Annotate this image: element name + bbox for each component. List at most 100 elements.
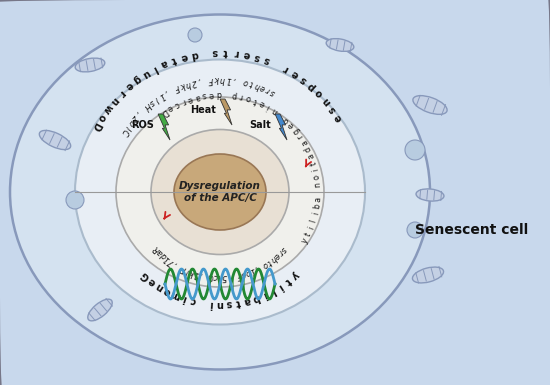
- Text: s: s: [269, 87, 277, 97]
- Text: e: e: [146, 275, 158, 287]
- Text: t: t: [309, 160, 318, 166]
- Text: a: a: [300, 138, 310, 147]
- Text: b: b: [244, 267, 252, 277]
- Text: n: n: [270, 105, 279, 116]
- Text: e: e: [242, 49, 251, 60]
- Text: F: F: [235, 270, 242, 280]
- Text: l: l: [151, 63, 159, 73]
- Text: n: n: [108, 94, 120, 106]
- Text: 1: 1: [226, 75, 232, 84]
- Text: t: t: [170, 54, 178, 65]
- Text: t: t: [235, 297, 241, 308]
- Text: i: i: [311, 168, 320, 172]
- Text: d: d: [217, 89, 222, 99]
- Text: k: k: [214, 74, 219, 84]
- Text: o: o: [261, 259, 270, 269]
- Text: ,: ,: [163, 88, 169, 97]
- Ellipse shape: [116, 97, 324, 287]
- Text: n: n: [217, 299, 223, 309]
- Text: i: i: [261, 290, 268, 300]
- Text: a: a: [313, 196, 322, 202]
- Text: r: r: [276, 248, 284, 257]
- Text: Dysregulation
of the APC/C: Dysregulation of the APC/C: [179, 181, 261, 203]
- Text: d: d: [158, 251, 168, 261]
- Text: ,: ,: [199, 270, 204, 280]
- Ellipse shape: [407, 222, 423, 238]
- Ellipse shape: [151, 129, 289, 254]
- Text: g: g: [131, 73, 143, 85]
- Text: i: i: [265, 102, 272, 111]
- Text: s: s: [252, 51, 261, 62]
- Polygon shape: [158, 114, 170, 140]
- Text: F: F: [208, 75, 213, 84]
- Text: o: o: [96, 112, 108, 123]
- Text: t: t: [249, 79, 254, 88]
- Text: k: k: [189, 267, 196, 277]
- Text: 2: 2: [129, 113, 140, 123]
- Ellipse shape: [416, 189, 444, 201]
- Text: Heat: Heat: [190, 105, 216, 115]
- Text: F: F: [173, 82, 181, 92]
- Text: G: G: [139, 269, 151, 281]
- Text: G: G: [207, 272, 214, 281]
- Text: l: l: [309, 218, 318, 223]
- Text: u: u: [140, 67, 151, 79]
- Text: p: p: [230, 90, 237, 100]
- Text: a: a: [155, 248, 165, 257]
- Text: a: a: [306, 152, 316, 160]
- Text: w: w: [101, 102, 114, 115]
- Text: n: n: [320, 95, 332, 107]
- Text: s: s: [262, 54, 271, 66]
- Text: r: r: [296, 132, 305, 140]
- Ellipse shape: [413, 95, 447, 114]
- Text: t: t: [304, 231, 313, 238]
- Text: r: r: [238, 92, 244, 101]
- Text: ,: ,: [134, 110, 142, 118]
- Text: b: b: [251, 292, 261, 304]
- Ellipse shape: [188, 28, 202, 42]
- Text: s: s: [298, 74, 309, 85]
- Text: C: C: [119, 127, 129, 137]
- Text: D: D: [159, 106, 169, 117]
- Text: e: e: [166, 102, 174, 113]
- Text: c: c: [189, 295, 197, 306]
- Text: e: e: [272, 251, 281, 261]
- Text: 1: 1: [157, 90, 166, 100]
- Ellipse shape: [326, 38, 354, 51]
- Polygon shape: [220, 99, 232, 125]
- Text: h: h: [268, 253, 278, 264]
- Text: e: e: [289, 68, 300, 80]
- Text: r: r: [281, 63, 290, 74]
- Text: c: c: [213, 272, 218, 281]
- Text: h: h: [220, 74, 225, 84]
- Text: b: b: [312, 203, 322, 210]
- Text: ,: ,: [197, 76, 201, 85]
- Text: 5: 5: [222, 272, 228, 281]
- Text: c: c: [173, 99, 180, 109]
- Ellipse shape: [174, 154, 266, 230]
- Ellipse shape: [66, 191, 84, 209]
- Text: R: R: [152, 244, 162, 254]
- Text: d: d: [303, 145, 313, 153]
- Text: k: k: [179, 80, 186, 90]
- Text: a: a: [194, 92, 201, 102]
- Text: i: i: [276, 281, 284, 291]
- Text: e: e: [180, 51, 189, 62]
- Ellipse shape: [10, 15, 430, 370]
- Text: t: t: [223, 47, 228, 57]
- Text: s: s: [147, 97, 156, 107]
- Text: o: o: [240, 269, 247, 279]
- Text: r: r: [233, 48, 239, 58]
- Text: t: t: [283, 276, 293, 286]
- Text: o: o: [314, 87, 325, 99]
- Text: n: n: [217, 273, 223, 281]
- Text: Salt: Salt: [249, 120, 271, 130]
- Text: ROS: ROS: [131, 120, 154, 130]
- Text: e: e: [258, 82, 266, 92]
- Text: i: i: [181, 293, 188, 303]
- Text: y: y: [300, 237, 310, 245]
- Text: s: s: [212, 47, 218, 57]
- Text: a: a: [243, 295, 251, 306]
- Text: l: l: [269, 286, 277, 296]
- Text: ,: ,: [228, 272, 231, 281]
